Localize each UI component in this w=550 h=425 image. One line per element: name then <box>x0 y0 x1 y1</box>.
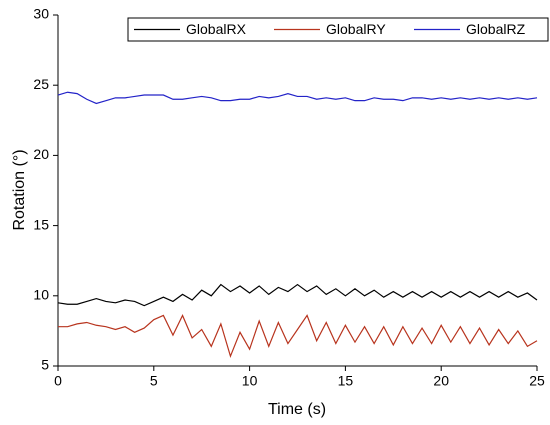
x-tick-label: 20 <box>433 373 449 389</box>
y-tick-label: 25 <box>33 76 49 92</box>
x-tick-label: 15 <box>338 373 354 389</box>
y-tick-label: 20 <box>33 146 49 162</box>
x-tick-label: 25 <box>529 373 545 389</box>
x-tick-label: 10 <box>242 373 258 389</box>
y-tick-label: 15 <box>33 216 49 232</box>
y-axis-title: Rotation (°) <box>11 149 28 230</box>
series-line <box>57 91 538 105</box>
x-axis-title: Time (s) <box>268 401 326 418</box>
y-tick-label: 5 <box>41 357 49 373</box>
x-tick-label: 5 <box>150 373 158 389</box>
y-tick-label: 30 <box>33 6 49 22</box>
legend-label: GlobalRX <box>186 21 247 37</box>
legend-box <box>127 17 549 42</box>
x-tick-label: 0 <box>54 373 62 389</box>
legend-label: GlobalRZ <box>466 21 526 37</box>
y-tick-label: 10 <box>33 287 49 303</box>
legend-label: GlobalRY <box>326 21 386 37</box>
series-line <box>58 314 538 358</box>
series-line <box>57 283 538 307</box>
